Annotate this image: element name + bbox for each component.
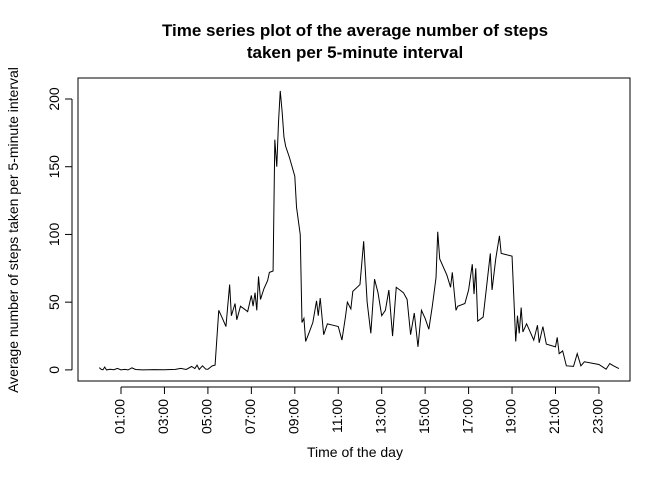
data-line	[98, 90, 620, 371]
x-tick-label: 11:00	[329, 399, 345, 433]
y-tick-label: 200	[46, 87, 62, 111]
chart-title: Time series plot of the average number o…	[162, 21, 548, 40]
y-tick-label: 0	[46, 366, 62, 374]
x-tick-label: 15:00	[416, 399, 432, 434]
y-axis-label: Average number of steps taken per 5-minu…	[5, 67, 21, 393]
plot-box	[77, 77, 631, 382]
y-tick-label: 50	[46, 294, 62, 310]
x-tick-label: 19:00	[503, 399, 519, 434]
x-tick-label: 09:00	[286, 399, 302, 434]
x-tick-label: 01:00	[112, 399, 128, 434]
x-tick-label: 13:00	[372, 399, 388, 434]
chart-title: taken per 5-minute interval	[247, 43, 463, 62]
x-tick-label: 21:00	[546, 399, 562, 434]
x-tick-label: 23:00	[590, 399, 606, 434]
x-axis-label: Time of the day	[307, 444, 403, 460]
x-tick-label: 03:00	[155, 399, 171, 434]
x-tick-label: 07:00	[242, 399, 258, 434]
y-tick-label: 100	[46, 223, 62, 247]
y-tick-label: 150	[46, 155, 62, 179]
x-tick-label: 17:00	[459, 399, 475, 434]
x-tick-label: 05:00	[199, 399, 215, 434]
